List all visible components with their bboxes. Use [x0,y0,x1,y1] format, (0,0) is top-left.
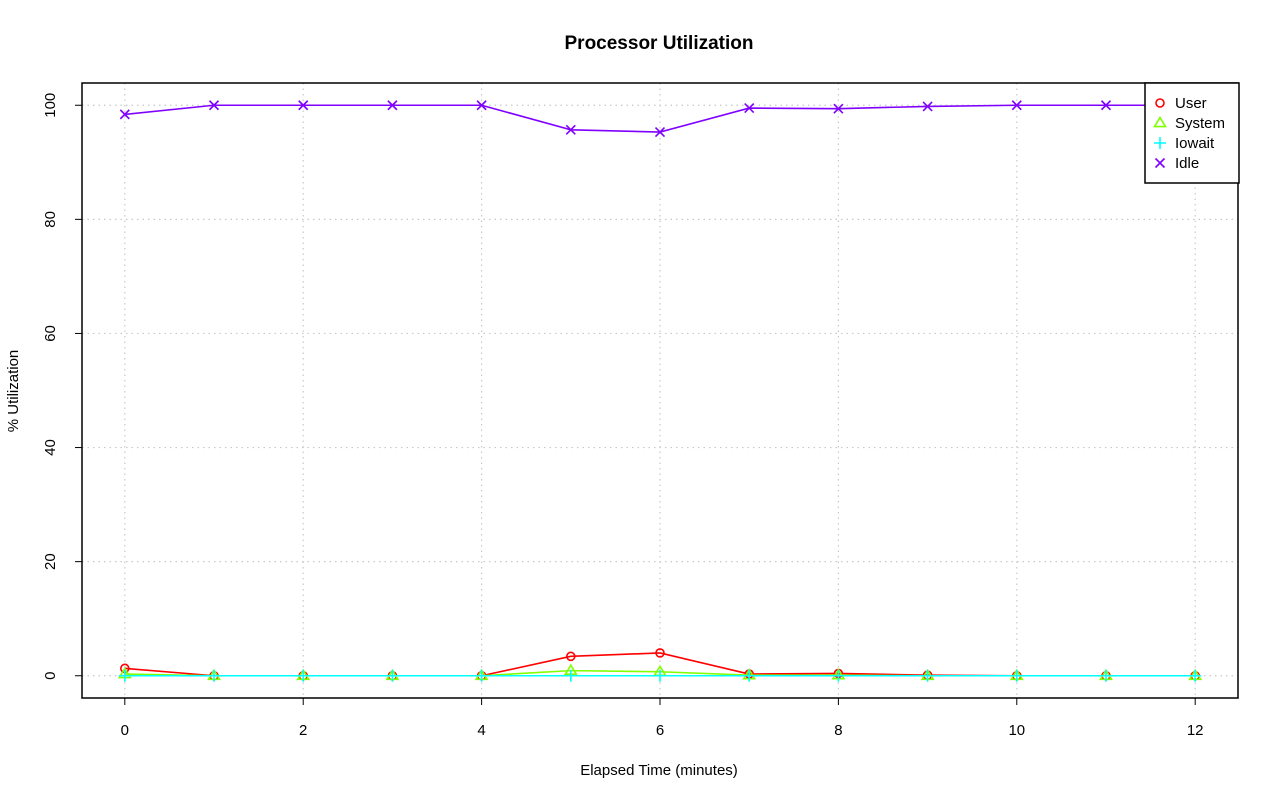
data-point-idle [119,109,130,120]
legend-label-user: User [1175,95,1207,112]
y-axis-label: % Utilization [5,350,22,433]
x-tick-label: 4 [477,722,485,739]
data-point-idle [833,103,844,114]
data-point-iowait [1099,669,1112,682]
data-point-iowait [921,669,934,682]
data-point-iowait [654,669,666,682]
legend-marker-iowait [1154,137,1166,149]
y-tick-label: 40 [42,439,59,456]
plot-frame [81,82,1239,699]
legend-marker-user [1155,98,1165,108]
x-tick-label: 6 [656,722,664,739]
data-point-user [655,648,665,658]
legend-marker-system [1153,115,1167,128]
data-point-idle [565,124,576,135]
data-point-iowait [475,669,488,682]
series-layer [117,100,1203,682]
x-tick-label: 10 [1008,722,1025,739]
data-point-idle [744,103,755,114]
data-point-idle [476,100,487,111]
data-point-iowait [1189,669,1202,682]
data-point-idle [387,100,398,111]
data-point-idle [208,100,220,111]
data-point-iowait [118,669,131,682]
grid-lines [82,83,1238,698]
data-point-iowait [386,669,399,682]
x-tick-label: 8 [834,722,842,739]
series-iowait [118,669,1202,682]
chart-title: Processor Utilization [565,33,754,54]
y-tick-label: 60 [42,325,59,342]
y-tick-label: 20 [42,553,59,570]
legend-label-system: System [1175,115,1225,132]
x-tick-label: 2 [299,722,307,739]
x-tick-label: 0 [121,722,129,739]
y-tick-label: 0 [42,672,59,680]
data-point-idle [1011,100,1022,111]
data-point-iowait [208,669,221,682]
axes: 0 2 4 6 8 10 12 0 20 40 60 80 100 [42,93,1204,739]
data-point-iowait [1010,669,1023,682]
legend-label-idle: Idle [1175,155,1199,172]
data-point-idle [298,100,309,111]
data-point-iowait [743,669,756,682]
data-point-idle [922,101,933,112]
data-point-iowait [297,669,310,682]
legend-marker-idle [1154,157,1166,169]
x-axis-label: Elapsed Time (minutes) [580,762,738,779]
data-point-user [566,651,576,662]
y-tick-label: 80 [42,211,59,228]
legend: User System Iowait Idle [1144,82,1240,184]
x-tick-label: 12 [1187,722,1204,739]
data-point-iowait [564,669,577,682]
data-point-idle [654,126,666,138]
series-idle [119,100,1201,138]
data-point-iowait [832,669,845,682]
data-point-idle [1100,100,1112,111]
legend-label-iowait: Iowait [1175,135,1215,152]
y-tick-label: 100 [42,93,59,118]
